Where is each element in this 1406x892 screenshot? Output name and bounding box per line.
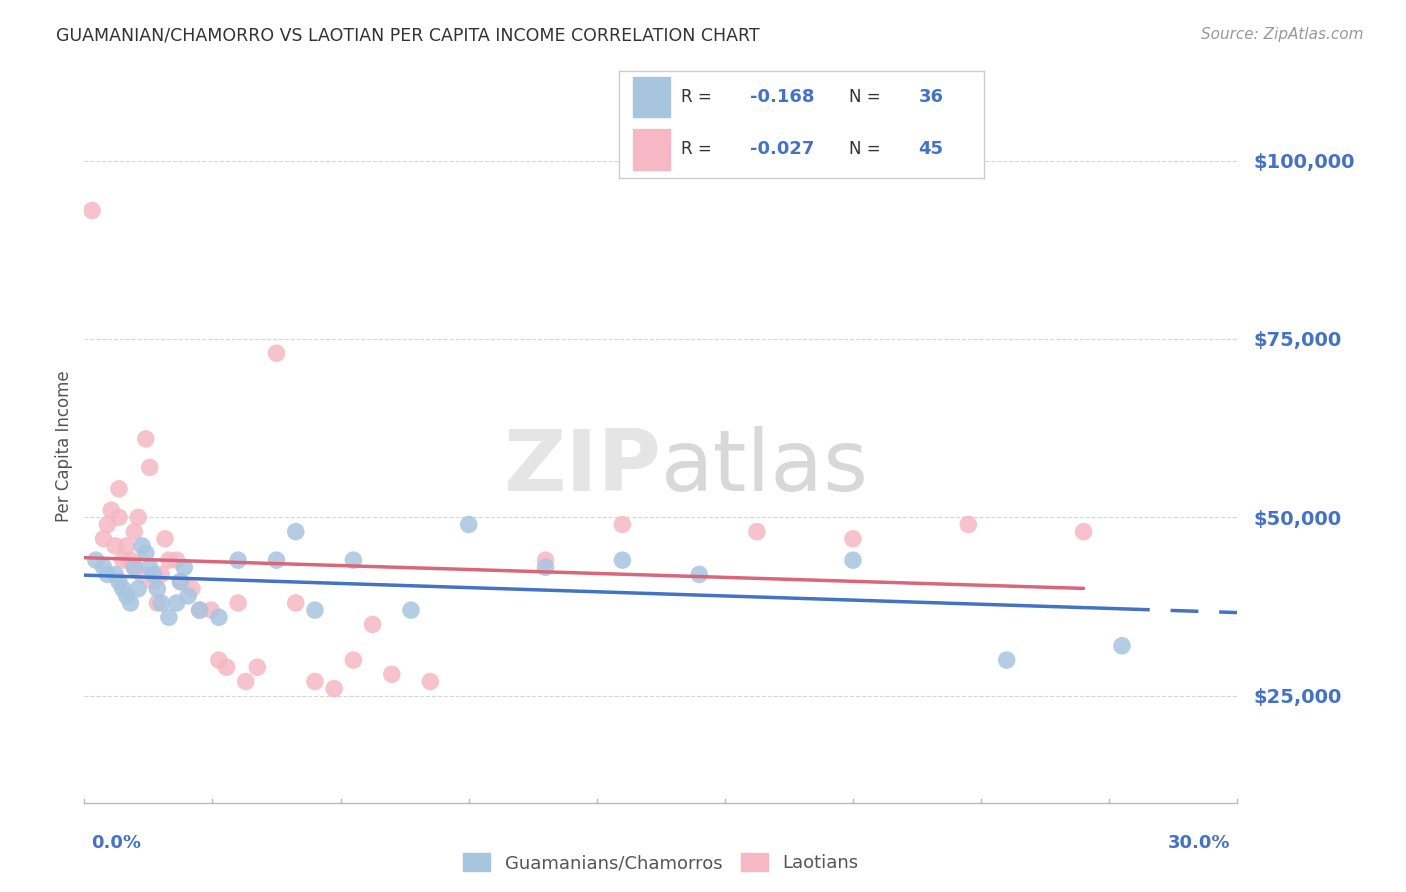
Point — [153, 532, 176, 546]
Point — [1073, 524, 1095, 539]
Point — [146, 596, 169, 610]
Point — [181, 582, 204, 596]
Bar — [633, 77, 669, 118]
Point — [124, 524, 146, 539]
Point — [342, 653, 364, 667]
Point — [115, 539, 138, 553]
Point — [226, 596, 249, 610]
Text: 30.0%: 30.0% — [1168, 834, 1230, 852]
Text: 45: 45 — [918, 141, 943, 159]
Point — [120, 553, 142, 567]
Point — [361, 617, 384, 632]
Point — [127, 582, 149, 596]
Text: -0.027: -0.027 — [751, 141, 814, 159]
Point — [842, 553, 865, 567]
Y-axis label: Per Capita Income: Per Capita Income — [55, 370, 73, 522]
Point — [612, 553, 634, 567]
Point — [93, 532, 115, 546]
Point — [108, 510, 131, 524]
Legend: Guamanians/Chamorros, Laotians: Guamanians/Chamorros, Laotians — [456, 846, 866, 880]
Point — [215, 660, 238, 674]
Text: N =: N = — [849, 141, 880, 159]
Point — [534, 553, 557, 567]
Point — [995, 653, 1018, 667]
Point — [150, 596, 173, 610]
Point — [142, 567, 165, 582]
Point — [135, 432, 157, 446]
Point — [188, 603, 211, 617]
Point — [150, 567, 173, 582]
Point — [381, 667, 404, 681]
Point — [235, 674, 257, 689]
Point — [745, 524, 768, 539]
Point — [157, 610, 180, 624]
Point — [104, 567, 127, 582]
Point — [208, 610, 231, 624]
Point — [208, 653, 231, 667]
Text: Source: ZipAtlas.com: Source: ZipAtlas.com — [1201, 27, 1364, 42]
Point — [169, 574, 191, 589]
Point — [96, 517, 118, 532]
Point — [534, 560, 557, 574]
Point — [93, 560, 115, 574]
Point — [142, 574, 165, 589]
Text: -0.168: -0.168 — [751, 88, 814, 106]
Point — [131, 539, 153, 553]
Point — [957, 517, 980, 532]
Point — [84, 553, 107, 567]
Point — [111, 553, 134, 567]
Point — [131, 567, 153, 582]
Point — [173, 560, 195, 574]
Text: 0.0%: 0.0% — [91, 834, 142, 852]
Point — [284, 524, 307, 539]
Point — [266, 346, 288, 360]
Point — [304, 674, 326, 689]
Point — [124, 560, 146, 574]
Point — [138, 460, 160, 475]
Point — [200, 603, 222, 617]
Point — [146, 582, 169, 596]
Text: R =: R = — [681, 141, 711, 159]
Point — [104, 539, 127, 553]
Point — [1111, 639, 1133, 653]
Text: R =: R = — [681, 88, 711, 106]
Point — [342, 553, 364, 567]
Point — [419, 674, 441, 689]
Point — [169, 574, 191, 589]
Point — [323, 681, 346, 696]
Point — [115, 589, 138, 603]
Point — [166, 553, 188, 567]
Point — [166, 596, 188, 610]
Text: 36: 36 — [918, 88, 943, 106]
Point — [96, 567, 118, 582]
Point — [457, 517, 479, 532]
Point — [111, 582, 134, 596]
Point — [246, 660, 269, 674]
Point — [108, 482, 131, 496]
Point — [188, 603, 211, 617]
Point — [135, 546, 157, 560]
Point — [127, 510, 149, 524]
Point — [842, 532, 865, 546]
Point — [284, 596, 307, 610]
Point — [108, 574, 131, 589]
Point — [120, 596, 142, 610]
Point — [612, 517, 634, 532]
Bar — [633, 129, 669, 169]
Point — [177, 589, 200, 603]
Text: atlas: atlas — [661, 425, 869, 509]
Point — [124, 560, 146, 574]
Point — [688, 567, 710, 582]
Point — [100, 503, 122, 517]
Text: ZIP: ZIP — [503, 425, 661, 509]
Point — [138, 560, 160, 574]
Point — [226, 553, 249, 567]
Point — [266, 553, 288, 567]
Point — [80, 203, 103, 218]
Text: N =: N = — [849, 88, 880, 106]
Point — [399, 603, 422, 617]
Point — [157, 553, 180, 567]
Text: GUAMANIAN/CHAMORRO VS LAOTIAN PER CAPITA INCOME CORRELATION CHART: GUAMANIAN/CHAMORRO VS LAOTIAN PER CAPITA… — [56, 27, 759, 45]
Point — [304, 603, 326, 617]
